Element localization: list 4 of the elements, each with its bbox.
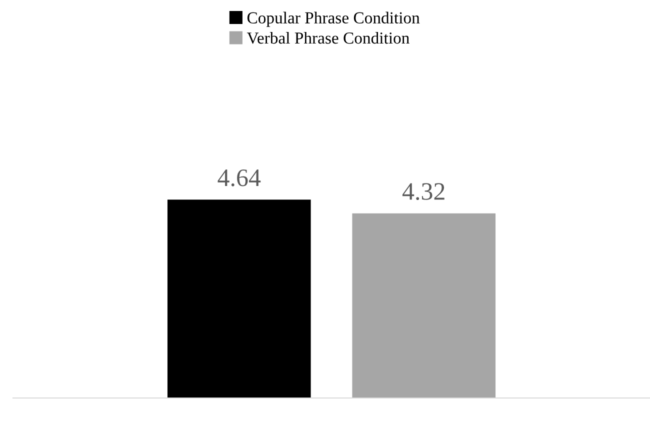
legend-label: Copular Phrase Condition xyxy=(247,12,420,27)
legend-label: Verbal Phrase Condition xyxy=(246,32,410,44)
data-label: 4.64 xyxy=(218,169,261,186)
data-label: 4.32 xyxy=(402,183,444,200)
